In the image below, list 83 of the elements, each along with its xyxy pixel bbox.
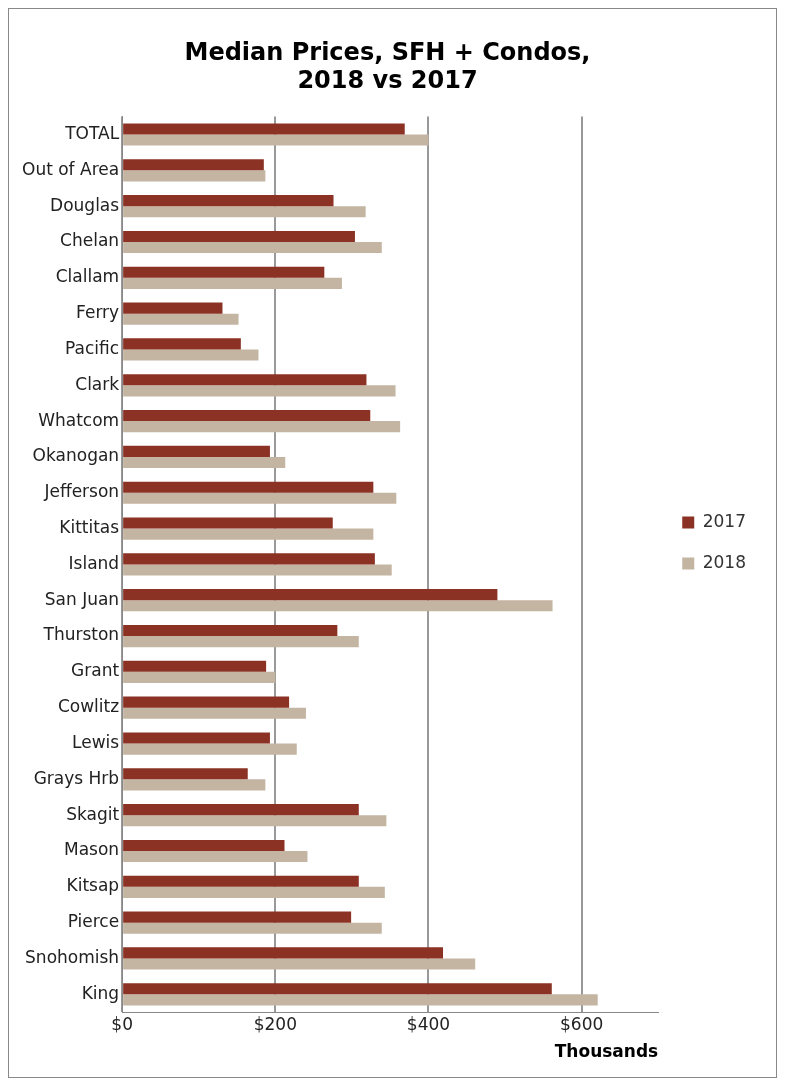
legend-label: 2018 — [702, 551, 746, 572]
x-tick-label: $400 — [406, 1013, 451, 1034]
bar — [123, 660, 267, 672]
bar — [123, 492, 397, 504]
bar — [123, 922, 382, 934]
bar — [123, 958, 476, 970]
bar — [123, 206, 366, 218]
y-tick-label: Ferry — [76, 302, 120, 323]
bar — [123, 994, 598, 1006]
bar — [123, 947, 444, 959]
y-tick-label: Jefferson — [43, 481, 120, 502]
bar — [123, 815, 387, 827]
bar — [123, 743, 297, 755]
bar — [123, 230, 355, 242]
bar — [123, 589, 498, 601]
y-tick-label: Mason — [64, 839, 120, 860]
bar — [123, 374, 367, 386]
y-tick-label: Snohomish — [25, 946, 120, 967]
bar — [123, 600, 553, 612]
y-tick-label: Clark — [75, 373, 120, 394]
bar — [123, 159, 264, 171]
bar — [123, 195, 334, 207]
bar — [123, 553, 375, 565]
x-tick-label: $600 — [560, 1013, 604, 1034]
bar — [123, 170, 266, 182]
bar — [123, 517, 333, 529]
bar — [123, 528, 374, 540]
y-tick-label: Whatcom — [38, 409, 120, 430]
y-tick-label: Cowlitz — [57, 696, 120, 717]
bar — [123, 338, 241, 350]
y-tick-label: King — [81, 982, 120, 1003]
bar — [123, 875, 359, 887]
bar — [123, 768, 248, 780]
x-tick-label: $0 — [111, 1013, 133, 1034]
bar — [123, 266, 325, 278]
y-tick-label: Lewis — [72, 731, 120, 752]
y-tick-label: Pierce — [67, 911, 120, 932]
bar — [123, 779, 266, 791]
bar — [123, 445, 270, 457]
bar — [123, 302, 223, 314]
bar — [123, 349, 259, 361]
bar — [123, 732, 270, 744]
chart-title: Median Prices, SFH + Condos, 2018 vs 2017 — [184, 37, 591, 95]
x-axis-title: Thousands — [554, 1041, 659, 1062]
y-tick-label: Kitsap — [66, 875, 120, 896]
bar — [123, 636, 359, 648]
bar — [123, 277, 342, 289]
y-tick-label: Kittitas — [59, 517, 120, 537]
bar — [123, 456, 286, 469]
y-tick-label: Grays Hrb — [33, 767, 120, 788]
y-tick-label: Pacific — [65, 337, 120, 358]
bar — [123, 564, 392, 576]
y-tick-label: Grant — [71, 660, 120, 681]
bar — [123, 804, 359, 816]
y-tick-label: Thurston — [42, 624, 120, 645]
bar — [123, 983, 552, 995]
bar — [123, 707, 306, 719]
bar — [123, 911, 352, 923]
bar — [123, 134, 429, 146]
bar — [123, 241, 382, 254]
bar — [123, 410, 371, 422]
x-tick-label: $200 — [253, 1013, 297, 1034]
y-tick-label: Skagit — [66, 803, 120, 824]
bar — [123, 839, 285, 851]
bar — [123, 123, 405, 135]
bar — [123, 850, 308, 863]
y-tick-label: Douglas — [50, 194, 120, 215]
y-tick-label: Okanogan — [32, 445, 120, 466]
bar — [123, 313, 239, 325]
bar — [123, 671, 276, 683]
bar — [123, 696, 290, 708]
bar — [123, 886, 385, 898]
y-tick-label: Out of Area — [22, 158, 120, 179]
bar — [123, 481, 374, 493]
bar — [123, 385, 396, 397]
bar — [123, 624, 338, 637]
legend-label: 2017 — [702, 510, 746, 531]
y-tick-label: Chelan — [60, 230, 120, 251]
y-tick-label: Clallam — [55, 266, 120, 287]
y-tick-label: TOTAL — [64, 122, 120, 143]
y-tick-label: Island — [68, 552, 120, 573]
y-tick-label: San Juan — [44, 588, 120, 609]
bar — [123, 421, 401, 433]
